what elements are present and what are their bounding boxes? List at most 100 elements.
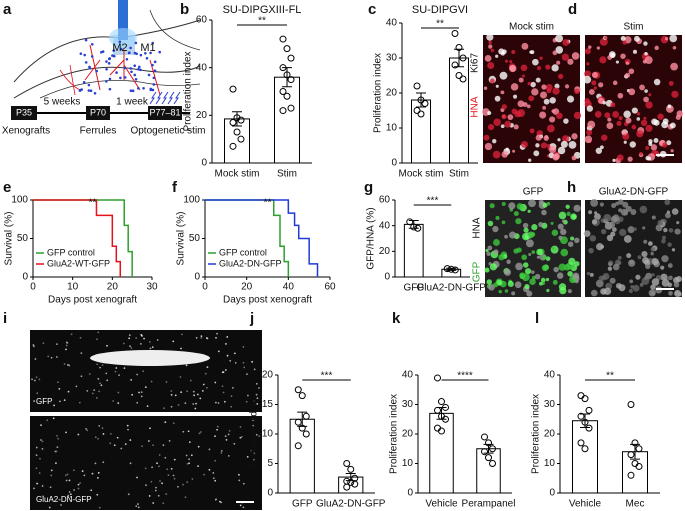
cell [172, 474, 175, 477]
data-point [631, 439, 639, 447]
cell [532, 58, 539, 66]
cell [495, 54, 499, 58]
cell [549, 97, 556, 104]
cell [490, 48, 495, 53]
cell [228, 429, 231, 432]
cell [620, 208, 628, 216]
data-point [577, 412, 585, 420]
cell [628, 88, 636, 96]
data-point [459, 54, 467, 62]
cell [657, 219, 664, 226]
cell [643, 41, 648, 46]
cell [226, 354, 229, 357]
cell [174, 394, 177, 397]
cell-dot [151, 41, 155, 45]
cell [69, 493, 72, 496]
cell [215, 336, 217, 339]
cell [212, 477, 215, 480]
cell [504, 234, 508, 239]
stim-bolt [173, 91, 181, 105]
cell [159, 480, 161, 482]
y-axis-label: Proliferation index [373, 53, 384, 133]
cell [487, 245, 493, 251]
cell [551, 109, 555, 113]
cell [65, 431, 67, 434]
cell [583, 230, 591, 238]
cell [518, 77, 524, 83]
cell [604, 112, 611, 119]
cell [258, 435, 261, 438]
panel-letter: i [3, 310, 7, 327]
cell [225, 343, 227, 345]
cell [98, 390, 101, 393]
y-tick-label: 40 [544, 370, 556, 381]
cell [68, 479, 71, 482]
x-tick-label: 30 [146, 282, 158, 293]
cell [35, 376, 38, 379]
data-point [283, 71, 291, 79]
cell [501, 114, 507, 120]
cell [86, 389, 89, 392]
cell-dot [87, 83, 91, 87]
cell-dot [112, 49, 116, 52]
interval: 1 week [116, 97, 149, 108]
cell [224, 369, 227, 371]
cell [500, 124, 505, 129]
cell-dot [151, 88, 155, 92]
cell [73, 489, 75, 491]
cell [124, 443, 127, 446]
cell [42, 342, 45, 345]
cell [255, 382, 258, 385]
cell [551, 64, 559, 72]
cell [109, 432, 112, 435]
cell [185, 454, 188, 457]
cell [650, 252, 654, 256]
cell [533, 150, 540, 157]
cell [505, 59, 509, 63]
cell [552, 154, 559, 161]
bar [449, 57, 469, 164]
error-bar [630, 443, 640, 460]
cell [621, 129, 627, 135]
cell [242, 346, 245, 348]
cell [538, 199, 544, 205]
cell-dot [123, 76, 127, 79]
cell-dot [153, 60, 157, 64]
cell [239, 436, 242, 439]
cell [521, 273, 530, 282]
cell [599, 56, 607, 64]
cell [86, 429, 89, 432]
cell [601, 134, 608, 141]
x-tick-label: 20 [241, 282, 253, 293]
cell [180, 391, 183, 394]
cell [172, 422, 175, 425]
cell [645, 263, 651, 269]
cell [203, 473, 206, 476]
cell-dot [82, 81, 86, 84]
cell [156, 462, 158, 465]
cell [531, 250, 536, 254]
cell-dot [118, 40, 122, 44]
cell [524, 268, 532, 275]
cell [586, 62, 590, 66]
cell [591, 219, 598, 225]
cell [651, 273, 655, 277]
cell [241, 435, 243, 438]
cell [520, 64, 528, 72]
cell [618, 199, 624, 205]
cell [188, 462, 191, 465]
cell [67, 363, 69, 366]
cell [40, 424, 42, 427]
cell [42, 495, 45, 498]
cell [158, 454, 161, 456]
significance: *** [427, 196, 439, 207]
cell [639, 151, 643, 156]
cell [567, 58, 574, 65]
cell [550, 221, 554, 225]
data-point [417, 110, 425, 118]
cell [639, 84, 645, 91]
cell [217, 350, 220, 353]
cell [534, 273, 541, 280]
data-point [459, 75, 467, 83]
cell-dot [84, 61, 88, 64]
